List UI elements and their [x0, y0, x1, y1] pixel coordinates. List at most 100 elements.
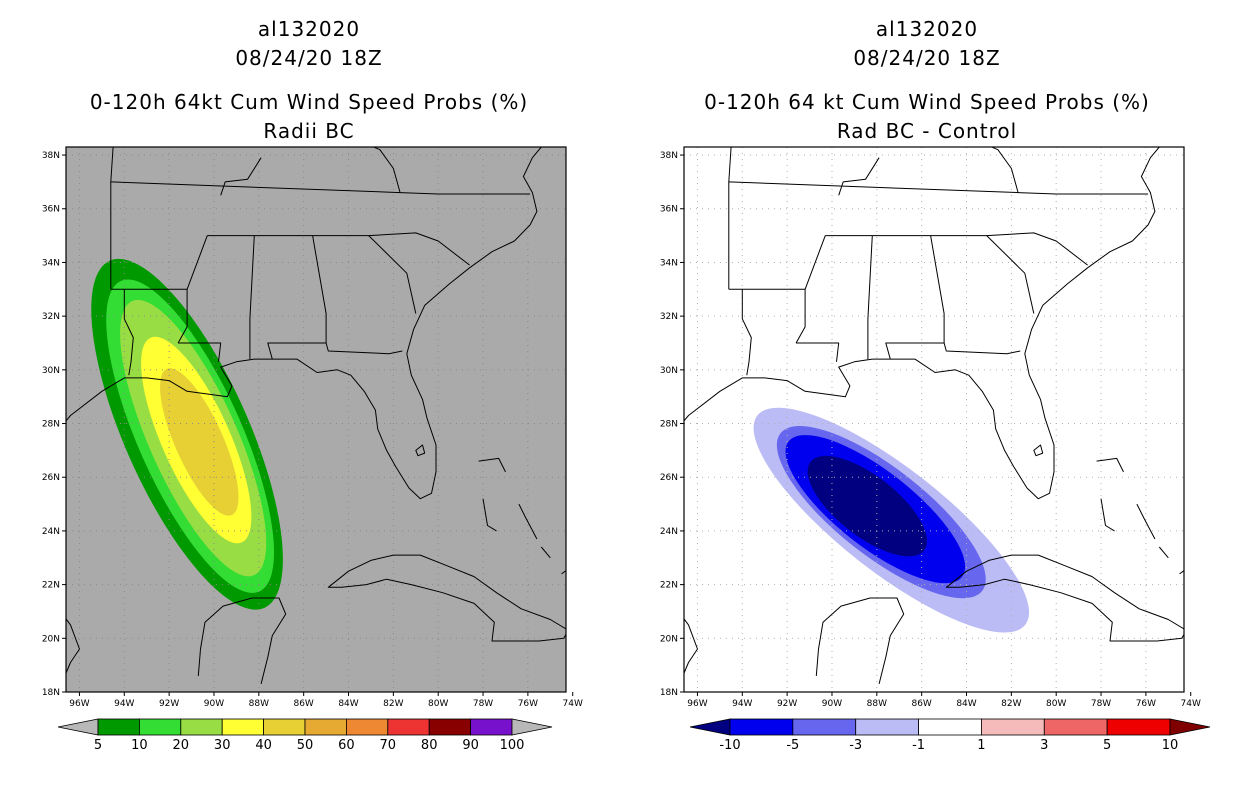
storm-id-title: al132020: [257, 17, 361, 41]
map-panel-radii-bc: 38N 36N 34N 32N 30N 28N 26N 24N 22N 20N 18N 96W 94W 9…: [42, 146, 588, 753]
lake-okeechobee: [415, 444, 426, 457]
colorbar-label: 5: [94, 738, 102, 753]
colorbar-swatch: [138, 718, 182, 736]
lat-label: 24N: [42, 527, 60, 537]
lon-label: 80W: [1046, 699, 1066, 709]
bahamas-island: [1136, 503, 1156, 540]
lon-label: 74W: [1181, 699, 1201, 709]
lat-label: 26N: [42, 473, 60, 483]
state-border: [948, 147, 1019, 193]
state-border: [330, 147, 401, 193]
colorbar-swatch: [470, 718, 513, 736]
product-title: 0-120h 64 kt Cum Wind Speed Probs (%): [704, 90, 1150, 114]
colorbar-label: 1: [977, 738, 985, 753]
colorbar-swatch: [729, 718, 794, 736]
lat-label: 32N: [42, 312, 60, 322]
map-frame: [683, 146, 1185, 693]
lat-label: 18N: [660, 688, 678, 698]
cuba-outline: [945, 554, 1184, 642]
colorbar-low-triangle: [689, 718, 731, 736]
lon-label: 96W: [69, 699, 89, 709]
state-border: [110, 181, 531, 195]
colorbar-swatch: [387, 718, 430, 736]
lon-label: 76W: [518, 699, 538, 709]
bahamas-island: [482, 498, 497, 532]
state-border: [795, 235, 826, 344]
lat-label: 36N: [660, 205, 678, 215]
colorbar-label: 70: [380, 738, 397, 753]
state-border: [177, 235, 208, 344]
colorbar-label: 3: [1040, 738, 1048, 753]
state-border: [741, 289, 752, 376]
bahamas-island: [577, 577, 588, 588]
state-border: [867, 235, 873, 360]
colorbar-label: -3: [849, 738, 862, 753]
us-coastline: [66, 147, 542, 500]
map-layer: [66, 147, 588, 692]
colorbar-swatch: [1106, 718, 1171, 736]
colorbar-label: -5: [786, 738, 799, 753]
colorbar-swatch: [792, 718, 857, 736]
colorbar-swatch: [981, 718, 1045, 736]
lon-label: 90W: [204, 699, 224, 709]
map-frame: [65, 146, 567, 693]
state-border: [110, 147, 114, 290]
left-panel: al132020 08/24/20 18Z 0-120h 64kt Cum Wi…: [42, 17, 588, 753]
bahamas-island: [1096, 457, 1124, 473]
colorbar-high-triangle: [1169, 718, 1211, 736]
state-border: [986, 235, 1035, 314]
date-title: 08/24/20 18Z: [235, 46, 383, 70]
lat-label: 36N: [42, 205, 60, 215]
lat-label: 34N: [660, 258, 678, 268]
lon-label: 80W: [428, 699, 448, 709]
lon-label: 76W: [1136, 699, 1156, 709]
colorbar-low-triangle: [57, 718, 99, 736]
cuba-outline: [327, 554, 566, 642]
map-layer: [684, 147, 1206, 692]
lat-label: 18N: [42, 688, 60, 698]
lon-label: 84W: [956, 699, 976, 709]
lon-label: 86W: [911, 699, 931, 709]
colorbar-swatch: [263, 718, 306, 736]
colorbar-label: 30: [214, 738, 231, 753]
lat-label: 24N: [660, 527, 678, 537]
lon-label: 86W: [293, 699, 313, 709]
lat-label: 22N: [42, 581, 60, 591]
state-border: [796, 342, 840, 362]
state-border: [123, 289, 134, 376]
lake-okeechobee: [1033, 444, 1044, 457]
colorbar-label: 80: [421, 738, 438, 753]
subtitle: Radii BC: [263, 119, 355, 143]
state-border: [728, 181, 1149, 195]
lat-label: 28N: [42, 420, 60, 430]
colorbar-label: 40: [255, 738, 272, 753]
lon-label: 82W: [383, 699, 403, 709]
colorbar-label: 50: [297, 738, 314, 753]
state-border: [178, 342, 222, 362]
us-coastline: [684, 147, 1160, 500]
colorbar-label: 10: [1162, 738, 1179, 753]
mexico-coastline: [66, 618, 80, 675]
diff-minus10-contour: [807, 455, 927, 557]
lat-label: 30N: [42, 366, 60, 376]
colorbar-label: -1: [912, 738, 925, 753]
state-border: [325, 342, 403, 355]
lon-label: 78W: [473, 699, 493, 709]
prob-40-contour: [160, 368, 239, 516]
colorbar-swatch: [428, 718, 472, 736]
bahamas-island: [478, 457, 506, 473]
lon-label: 92W: [159, 699, 179, 709]
colorbar-swatch: [180, 718, 223, 736]
date-title: 08/24/20 18Z: [853, 46, 1001, 70]
subtitle: Rad BC - Control: [836, 119, 1018, 143]
lat-label: 38N: [42, 151, 60, 161]
lon-label: 96W: [687, 699, 707, 709]
lat-label: 20N: [660, 634, 678, 644]
lat-label: 28N: [660, 420, 678, 430]
lon-label: 88W: [867, 699, 887, 709]
bahamas-island: [1195, 577, 1206, 588]
mexico-coastline: [684, 618, 698, 675]
lat-label: 34N: [42, 258, 60, 268]
lon-label: 84W: [338, 699, 358, 709]
bahamas-island: [540, 546, 551, 559]
